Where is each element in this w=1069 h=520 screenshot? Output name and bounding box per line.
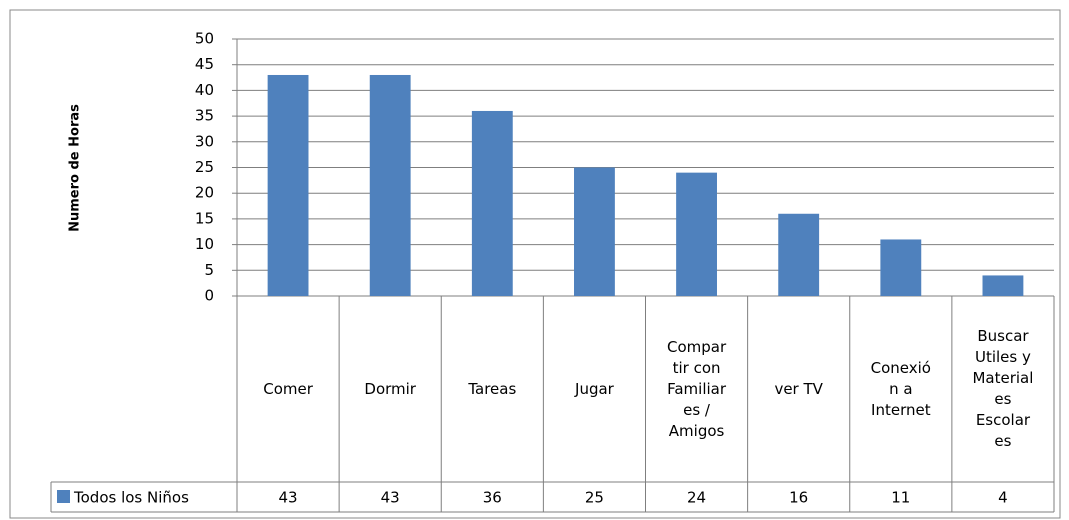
bar (778, 213, 820, 296)
legend-swatch (57, 490, 70, 503)
legend-label: Todos los Niños (73, 489, 189, 507)
table-value: 4 (998, 489, 1008, 507)
bar (369, 74, 411, 296)
y-tick-label: 50 (195, 30, 214, 48)
bar (267, 74, 309, 296)
bar (574, 167, 615, 296)
y-tick-label: 5 (204, 261, 214, 279)
category-label: Buscar Utiles y Materiales Escolares (972, 327, 1034, 450)
bar (982, 275, 1024, 296)
category-label: Comer (263, 379, 313, 398)
table-value: 43 (279, 489, 298, 507)
table-value: 25 (585, 489, 604, 507)
table-value: 16 (789, 489, 808, 507)
bar (880, 239, 922, 296)
category-label: Compartir con Familiares / Amigos (666, 337, 727, 440)
category-label: Dormir (364, 379, 416, 398)
y-tick-label: 25 (195, 158, 214, 176)
table-value: 24 (687, 489, 706, 507)
table-value: 11 (891, 489, 910, 507)
y-axis-title: Numero de Horas (68, 104, 83, 232)
y-tick-label: 10 (195, 235, 214, 253)
y-tick-label: 30 (195, 132, 214, 150)
table-value: 43 (381, 489, 400, 507)
category-label: Jugar (575, 379, 614, 398)
y-tick-label: 0 (204, 287, 214, 305)
y-tick-label: 35 (195, 107, 214, 125)
category-label: Conexión a Internet (870, 358, 931, 419)
bar (471, 110, 513, 297)
table-value: 36 (483, 489, 502, 507)
y-tick-label: 20 (195, 184, 214, 202)
category-label: ver TV (774, 379, 823, 398)
category-label: Tareas (468, 379, 517, 398)
y-tick-label: 45 (195, 55, 214, 73)
y-tick-label: 15 (195, 209, 214, 227)
y-tick-label: 40 (195, 81, 214, 99)
bar (676, 172, 717, 296)
